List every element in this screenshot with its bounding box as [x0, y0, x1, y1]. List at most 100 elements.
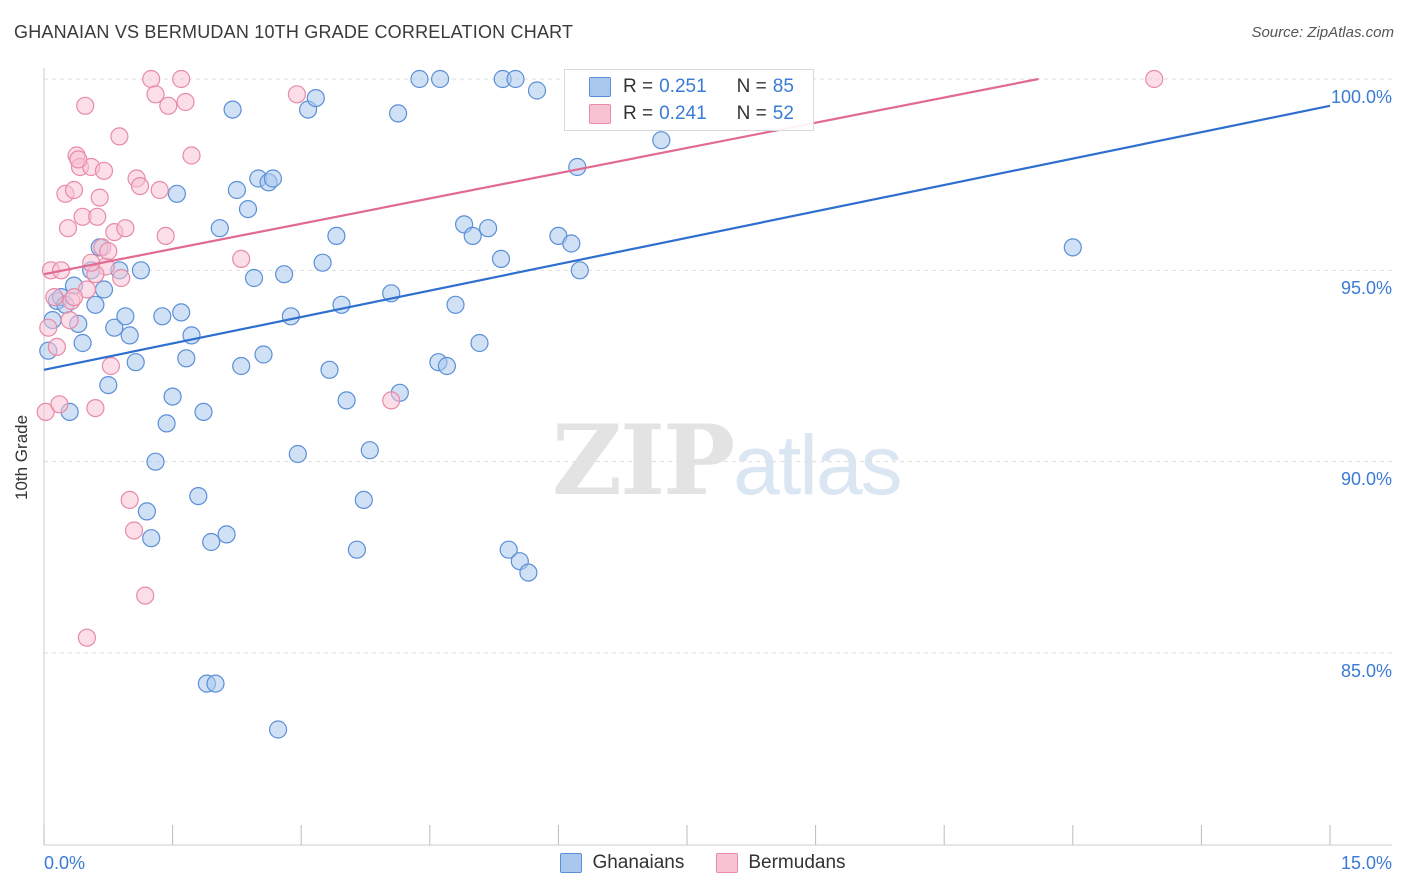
x-tick-label-min: 0.0% — [44, 853, 86, 873]
watermark-atlas: atlas — [733, 418, 902, 512]
legend-label-bermudans: Bermudans — [748, 852, 846, 873]
y-tick-label-90: 90.0% — [1340, 469, 1392, 489]
bermudan-point — [124, 521, 144, 540]
ghanaian-point — [206, 674, 225, 693]
legend-r-key: R = — [623, 76, 654, 97]
bermudan-point — [130, 177, 150, 196]
bermudan-point — [76, 96, 95, 115]
ghanaian-point — [142, 529, 161, 548]
bermudan-point — [287, 85, 306, 104]
ghanaian-point — [223, 100, 242, 119]
ghanaian-point — [288, 444, 307, 464]
legend-label-ghanaians: Ghanaians — [592, 852, 685, 873]
bermudan-point — [232, 249, 251, 268]
ghanaian-point — [463, 226, 482, 245]
bermudan-point — [172, 69, 191, 89]
ghanaian-point — [73, 333, 92, 353]
ghanaian-point — [1063, 238, 1082, 257]
stats-legend: R = 0.251 N = 85 R = 0.241 N = 52 — [564, 69, 814, 131]
ghanaian-point — [86, 295, 105, 314]
legend-r-key: R = — [623, 103, 654, 124]
ghanaian-point — [568, 157, 587, 177]
legend-n-value: 52 — [772, 103, 794, 124]
ghanaian-point — [94, 280, 114, 299]
legend-swatch-bermudans — [716, 853, 739, 873]
legend-swatch-ghanaians — [589, 77, 611, 97]
bermudan-point — [86, 399, 105, 418]
ghanaian-point — [499, 540, 518, 559]
bermudan-trend-line — [43, 77, 1039, 276]
ghanaian-point — [527, 81, 547, 100]
bermudan-point — [176, 92, 195, 112]
ghanaian-point — [410, 69, 429, 89]
bermudan-point — [182, 146, 201, 165]
ghanaian-point — [120, 326, 139, 345]
legend-n-key: N = — [736, 76, 767, 97]
bermudan-point — [64, 180, 84, 200]
ghanaian-point — [227, 180, 246, 200]
bermudan-point — [36, 402, 55, 421]
bermudan-point — [120, 490, 139, 509]
ghanaian-point — [194, 402, 213, 421]
bermudan-point — [90, 188, 109, 207]
ghanaian-point — [126, 353, 145, 372]
y-tick-label-100: 100.0% — [1330, 87, 1392, 107]
ghanaian-point — [479, 219, 498, 238]
bermudan-point — [156, 226, 175, 245]
ghanaian-point — [146, 452, 165, 471]
bermudan-point — [39, 318, 58, 337]
bermudan-point — [101, 356, 121, 376]
ghanaian-point — [327, 226, 346, 245]
bermudan-point — [150, 180, 169, 200]
bermudan-point — [110, 127, 129, 146]
ghanaian-point — [320, 360, 339, 379]
ghanaian-point — [562, 234, 581, 253]
legend-swatch-bermudans — [589, 104, 611, 124]
watermark: ZIPatlas — [552, 404, 903, 517]
x-tick-label-max: 15.0% — [1340, 853, 1392, 873]
ghanaian-point — [337, 391, 356, 410]
bermudan-point — [159, 96, 178, 115]
bermudan-point — [50, 395, 69, 414]
ghanaian-point — [470, 333, 489, 353]
bermudan-point — [142, 69, 161, 89]
ghanaian-point — [431, 69, 450, 89]
ghanaian-point — [172, 303, 191, 322]
ghanaian-point — [306, 88, 325, 108]
ghanaian-point — [491, 249, 511, 268]
ghanaian-point — [99, 376, 118, 395]
bermudan-point — [136, 586, 155, 605]
ghanaian-point — [506, 69, 525, 89]
y-axis-label: 10th Grade — [12, 414, 31, 500]
ghanaian-point — [189, 487, 208, 506]
ghanaian-point — [263, 169, 282, 188]
ghanaian-point — [570, 261, 589, 280]
ghanaian-point — [519, 563, 538, 582]
bermudan-point — [64, 288, 84, 307]
legend-item-bermudans[interactable]: Bermudans — [716, 852, 846, 874]
bermudan-point — [99, 242, 118, 261]
source-label: Source: ZipAtlas.com — [1251, 24, 1394, 41]
bermudan-point — [94, 161, 114, 180]
legend-item-ghanaians[interactable]: Ghanaians — [560, 852, 684, 874]
ghanaian-point — [202, 532, 221, 552]
legend-row-bermudans: R = 0.241 N = 52 — [589, 101, 794, 127]
bermudan-point — [146, 85, 165, 104]
ghanaian-point — [238, 200, 258, 219]
ghanaian-trend-line — [43, 104, 1331, 371]
bermudan-point — [47, 337, 67, 356]
chart-title: GHANAIAN VS BERMUDAN 10TH GRADE CORRELAT… — [14, 22, 574, 42]
ghanaian-point — [137, 502, 156, 521]
ghanaian-point — [360, 441, 379, 460]
ghanaian-point — [652, 131, 671, 150]
ghanaian-point — [244, 268, 264, 288]
bermudan-point — [60, 311, 79, 330]
bermudan-point — [1145, 69, 1164, 89]
bermudan-point — [112, 268, 131, 288]
bermudan-point — [116, 219, 135, 238]
ghanaian-point — [116, 307, 135, 326]
ghanaian-point — [281, 307, 300, 326]
ghanaian-point — [446, 295, 465, 314]
ghanaian-point — [105, 318, 124, 337]
